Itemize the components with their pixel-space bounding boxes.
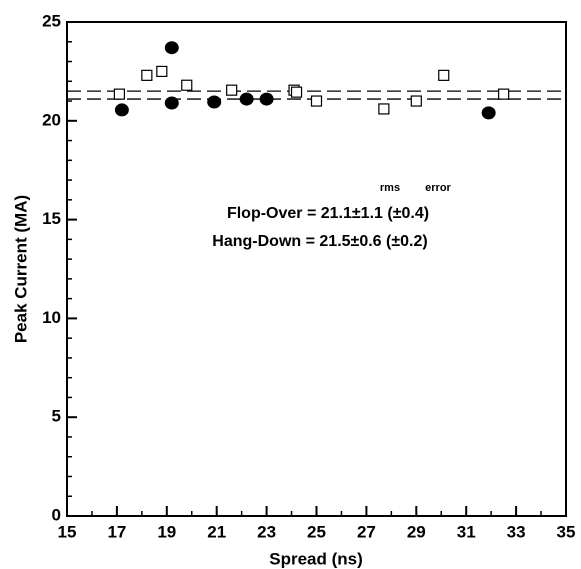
x-tick-label: 15 xyxy=(58,522,77,541)
annotation: Hang-Down = 21.5±0.6 (±0.2) xyxy=(212,233,427,250)
point xyxy=(113,88,125,100)
y-tick-label: 0 xyxy=(52,505,61,524)
y-axis-title: Peak Current (MA) xyxy=(11,195,30,343)
x-tick-label: 23 xyxy=(257,522,276,541)
x-tick-label: 31 xyxy=(457,522,476,541)
point xyxy=(290,86,303,98)
point xyxy=(438,69,450,81)
point xyxy=(310,95,323,107)
x-tick-label: 33 xyxy=(507,522,526,541)
point xyxy=(378,103,390,115)
point xyxy=(410,95,422,107)
x-tick-label: 29 xyxy=(407,522,426,541)
point xyxy=(141,69,153,81)
point xyxy=(207,95,222,109)
annotation: Flop-Over = 21.1±1.1 (±0.4) xyxy=(227,205,429,222)
point xyxy=(156,65,168,78)
point xyxy=(498,88,510,100)
x-tick-label: 19 xyxy=(157,522,176,541)
x-axis-title: Spread (ns) xyxy=(269,549,363,568)
point xyxy=(164,41,179,55)
x-tick-label: 21 xyxy=(207,522,226,541)
y-tick-label: 5 xyxy=(52,407,61,426)
y-tick-label: 15 xyxy=(42,209,61,228)
x-tick-label: 17 xyxy=(107,522,126,541)
y-tick-label: 25 xyxy=(42,11,61,30)
x-tick-label: 25 xyxy=(307,522,326,541)
x-tick-label: 35 xyxy=(557,522,576,541)
x-tick-label: 27 xyxy=(357,522,376,541)
annotation: rms xyxy=(380,182,400,194)
y-tick-label: 10 xyxy=(42,308,61,327)
annotation: error xyxy=(425,182,451,194)
point xyxy=(226,84,238,96)
point xyxy=(259,92,274,106)
y-tick-label: 20 xyxy=(42,110,61,129)
point xyxy=(114,103,129,117)
point xyxy=(239,92,254,106)
point xyxy=(481,106,496,120)
point xyxy=(181,79,193,91)
point xyxy=(164,96,179,110)
